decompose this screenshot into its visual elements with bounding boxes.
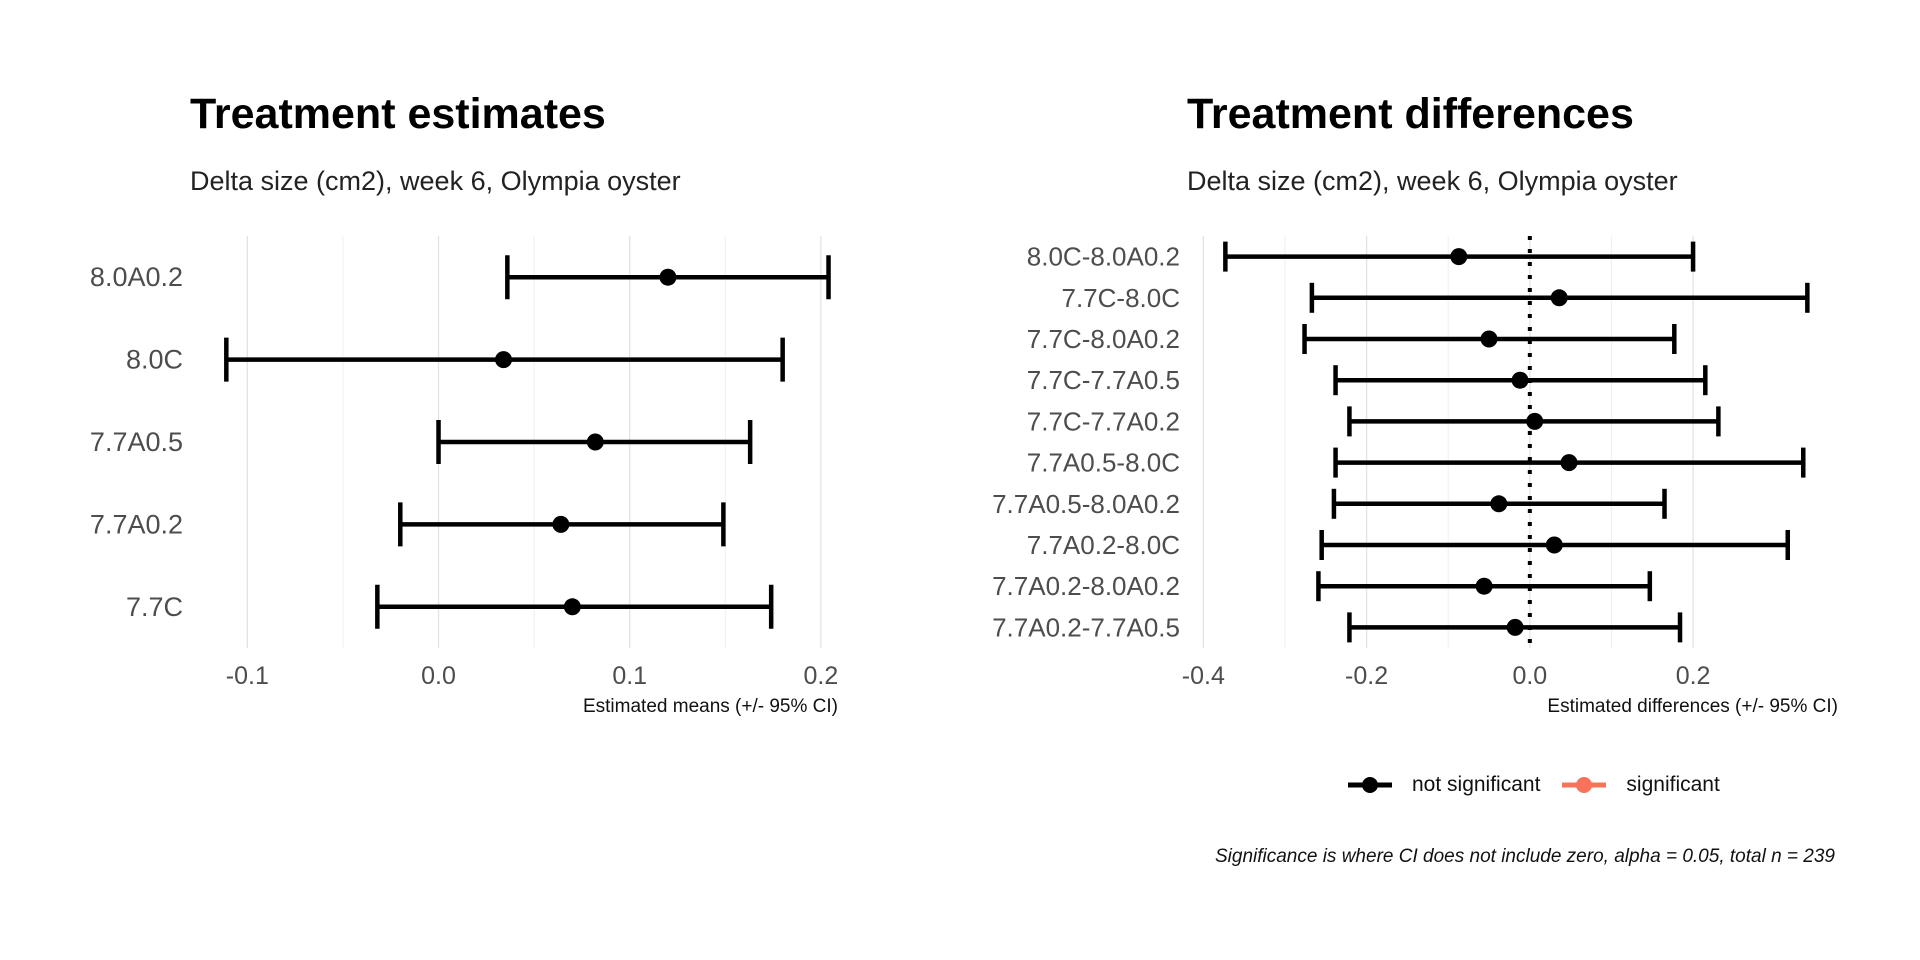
x-tick-label: -0.2	[1345, 662, 1388, 690]
legend-key-not-significant	[1348, 777, 1392, 793]
estimate-point	[1480, 330, 1498, 348]
y-category-label: 7.7A0.5	[90, 427, 183, 457]
left-chart-subtitle: Delta size (cm2), week 6, Olympia oyster	[190, 166, 681, 196]
y-category-label: 7.7A0.5-8.0A0.2	[992, 489, 1180, 519]
estimate-point	[1506, 618, 1524, 636]
chart-caption: Significance is where CI does not includ…	[1214, 846, 1835, 867]
y-category-label: 8.0A0.2	[90, 262, 183, 292]
estimate-point	[1475, 577, 1493, 595]
estimate-point	[1490, 495, 1508, 513]
right-chart-title: Treatment differences	[1187, 90, 1634, 138]
y-category-label: 7.7C-8.0A0.2	[1027, 324, 1180, 354]
x-tick-label: 0.0	[421, 662, 456, 690]
x-axis-title: Estimated differences (+/- 95% CI)	[1547, 696, 1838, 717]
legend-key-point	[1576, 777, 1593, 793]
y-category-label: 7.7C-7.7A0.5	[1027, 365, 1180, 395]
right-chart-subtitle: Delta size (cm2), week 6, Olympia oyster	[1187, 166, 1678, 196]
y-category-label: 7.7C	[126, 592, 183, 622]
estimate-point	[1526, 412, 1544, 430]
legend-item-significant: significant	[1562, 770, 1720, 800]
estimate-point	[1511, 371, 1529, 389]
estimate-point	[1550, 289, 1568, 307]
estimate-point	[563, 598, 581, 616]
estimate-point	[1450, 248, 1468, 266]
estimate-point	[659, 268, 677, 286]
x-tick-label: 0.2	[803, 662, 838, 690]
y-category-label: 7.7A0.5-8.0C	[1027, 448, 1180, 478]
legend-key-point	[1362, 777, 1378, 793]
x-tick-label: 0.2	[1676, 662, 1711, 690]
x-tick-label: 0.1	[612, 662, 647, 690]
estimate-point	[1545, 536, 1563, 554]
y-category-label: 7.7C-8.0C	[1062, 283, 1181, 313]
x-tick-label: -0.1	[226, 662, 269, 690]
legend-key-significant	[1562, 777, 1607, 793]
estimate-point	[552, 515, 570, 533]
legend-label-significant: significant	[1626, 773, 1720, 796]
legend: not significant significant	[1348, 770, 1742, 800]
y-category-label: 7.7C-7.7A0.2	[1027, 406, 1180, 436]
legend-label-not-significant: not significant	[1412, 773, 1541, 796]
estimate-point	[586, 433, 604, 451]
y-category-label: 8.0C	[126, 345, 183, 375]
left-chart-title: Treatment estimates	[190, 90, 606, 138]
y-category-label: 7.7A0.2-8.0C	[1027, 530, 1180, 560]
y-category-label: 8.0C-8.0A0.2	[1027, 242, 1180, 272]
y-category-label: 7.7A0.2-7.7A0.5	[992, 612, 1180, 642]
y-category-label: 7.7A0.2-8.0A0.2	[992, 571, 1180, 601]
estimate-point	[495, 351, 513, 369]
x-tick-label: 0.0	[1512, 662, 1547, 690]
x-tick-label: -0.4	[1182, 662, 1225, 690]
legend-item-not-significant: not significant	[1348, 770, 1540, 800]
x-axis-title: Estimated means (+/- 95% CI)	[583, 696, 838, 717]
estimate-point	[1560, 454, 1578, 472]
y-category-label: 7.7A0.2	[90, 509, 183, 539]
